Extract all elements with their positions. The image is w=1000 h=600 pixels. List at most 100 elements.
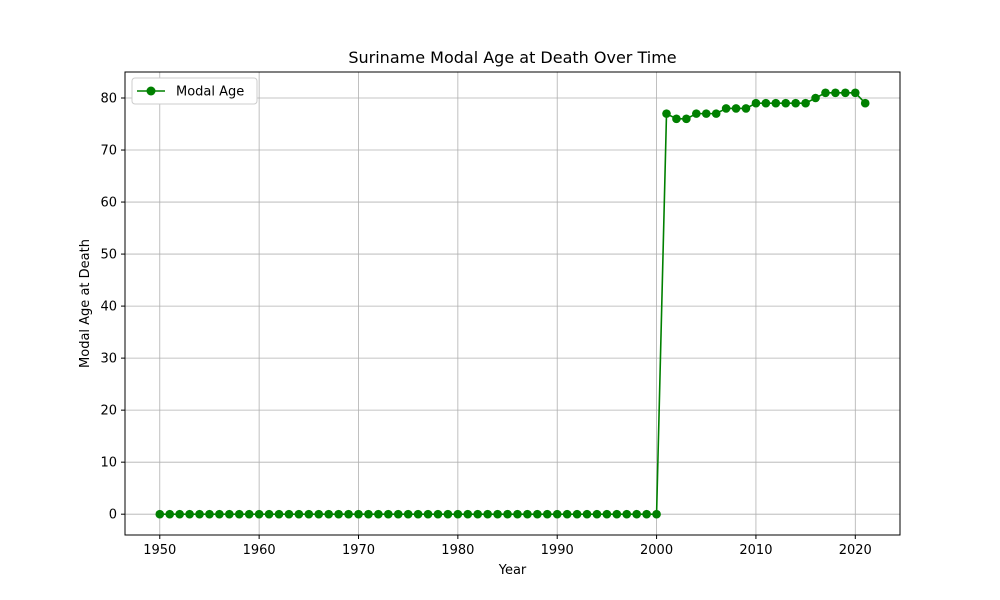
data-point	[672, 114, 681, 124]
data-point	[264, 509, 274, 519]
data-point	[801, 98, 810, 108]
x-tick-label: 1950	[143, 543, 176, 558]
data-point	[821, 88, 830, 98]
x-tick-label: 1990	[541, 543, 574, 558]
data-point	[165, 509, 175, 519]
data-point	[831, 88, 840, 98]
data-point	[284, 509, 294, 519]
y-tick-label: 40	[100, 300, 117, 315]
x-axis: 1950 1960 1970 1980 1990 2000 2010 2020	[143, 535, 872, 558]
x-axis-label: Year	[498, 563, 527, 578]
data-point	[721, 104, 731, 113]
x-tick-label: 2000	[640, 543, 673, 558]
data-point	[254, 509, 264, 519]
x-tick-label: 1970	[342, 543, 375, 558]
data-point	[841, 88, 850, 98]
data-point	[542, 509, 552, 519]
data-point	[622, 509, 632, 519]
y-tick-label: 50	[100, 248, 117, 263]
data-point	[185, 509, 194, 519]
data-point	[811, 93, 820, 103]
data-point	[175, 509, 184, 519]
x-tick-label: 1960	[243, 543, 276, 558]
y-tick-label: 30	[100, 352, 117, 367]
data-point	[632, 509, 641, 519]
y-tick-label: 20	[100, 404, 117, 419]
data-point	[552, 509, 562, 519]
legend-entry-label: Modal Age	[176, 85, 244, 100]
data-point	[503, 509, 512, 519]
data-point	[155, 509, 165, 519]
data-point	[443, 509, 453, 519]
series-layer	[155, 88, 870, 519]
data-point	[592, 509, 602, 519]
chart-title: Suriname Modal Age at Death Over Time	[348, 48, 676, 67]
data-point	[433, 509, 443, 519]
data-point	[384, 509, 393, 519]
data-point	[423, 509, 433, 519]
data-point	[453, 509, 463, 519]
data-point	[393, 509, 403, 519]
data-point	[403, 509, 413, 519]
data-point	[711, 109, 721, 118]
data-point	[771, 98, 781, 108]
data-point	[354, 509, 363, 519]
data-point	[215, 509, 224, 519]
y-tick-label: 60	[100, 196, 117, 211]
y-axis-label: Modal Age at Death	[78, 239, 93, 368]
y-axis: 0 10 20 30 40 50 60 70 80	[100, 92, 125, 523]
data-point	[582, 509, 592, 519]
data-point	[860, 98, 870, 108]
legend: Modal Age	[131, 77, 258, 105]
data-point	[741, 104, 751, 113]
data-point	[612, 509, 622, 519]
data-point	[294, 509, 304, 519]
data-point	[701, 109, 711, 118]
x-tick-label: 2010	[739, 543, 772, 558]
data-point	[731, 104, 741, 113]
data-point	[473, 509, 483, 519]
y-tick-label: 0	[109, 508, 117, 523]
data-point	[234, 509, 244, 519]
x-tick-label: 2020	[839, 543, 872, 558]
data-point	[483, 509, 492, 519]
data-point	[304, 509, 314, 519]
legend-marker-icon	[146, 86, 156, 96]
data-point	[692, 109, 701, 118]
data-point	[225, 509, 234, 519]
data-point	[652, 509, 661, 519]
data-point	[274, 509, 284, 519]
data-point	[642, 509, 651, 519]
x-tick-label: 1980	[441, 543, 474, 558]
data-point	[344, 509, 353, 519]
data-point	[562, 509, 572, 519]
series-line	[159, 92, 866, 515]
data-point	[751, 98, 761, 108]
data-point	[572, 509, 582, 519]
data-point	[523, 509, 532, 519]
grid	[125, 72, 900, 535]
data-point	[364, 509, 373, 519]
y-tick-label: 70	[100, 144, 117, 159]
legend-box	[131, 77, 258, 105]
data-point	[493, 509, 502, 519]
data-point	[791, 98, 800, 108]
data-point	[324, 509, 333, 519]
data-point	[761, 98, 771, 108]
data-point	[413, 509, 423, 519]
data-point	[781, 98, 791, 108]
plot-area	[124, 71, 901, 536]
data-point	[662, 109, 671, 118]
data-point	[533, 509, 542, 519]
data-point	[314, 509, 324, 519]
data-point	[205, 509, 214, 519]
data-point	[463, 509, 473, 519]
y-tick-label: 80	[100, 92, 117, 107]
data-point	[195, 509, 204, 519]
data-point	[374, 509, 383, 519]
data-point	[513, 509, 522, 519]
data-point	[244, 509, 254, 519]
data-point	[602, 509, 612, 519]
data-point	[334, 509, 343, 519]
